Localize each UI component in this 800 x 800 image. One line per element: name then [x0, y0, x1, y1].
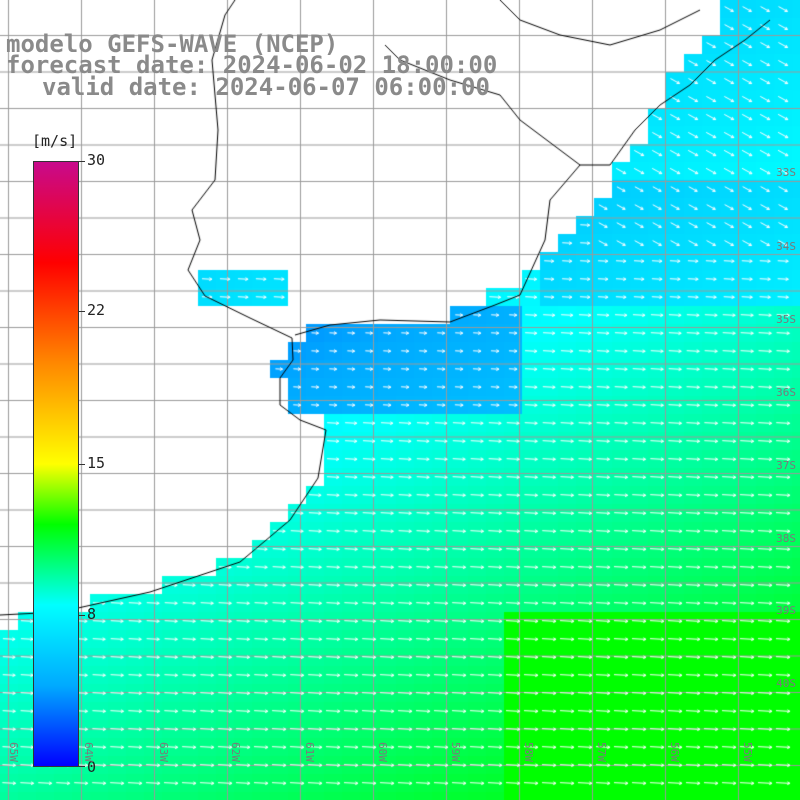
- latitude-label: 38S: [776, 532, 796, 545]
- longitude-label: 56W: [668, 742, 681, 762]
- legend-tick-mark: [79, 161, 85, 162]
- legend-tick-mark: [79, 311, 85, 312]
- longitude-label: 55W: [741, 742, 754, 762]
- legend-tick-mark: [79, 766, 85, 767]
- latitude-label: 36S: [776, 386, 796, 399]
- legend-tick-label: 15: [87, 454, 106, 472]
- valid-date: valid date: 2024-06-07 06:00:00: [42, 73, 490, 101]
- legend-tick-mark: [79, 615, 85, 616]
- legend-tick-label: 0: [87, 758, 97, 776]
- model-title: modelo GEFS-WAVE (NCEP): [6, 30, 339, 58]
- latitude-label: 37S: [776, 459, 796, 472]
- longitude-label: 57W: [595, 742, 608, 762]
- longitude-label: 65W: [7, 742, 20, 762]
- longitude-label: 59W: [449, 742, 462, 762]
- latitude-label: 35S: [776, 313, 796, 326]
- latitude-label: 39S: [776, 604, 796, 617]
- longitude-label: 62W: [229, 742, 242, 762]
- color-scale-bar: [33, 161, 79, 767]
- longitude-label: 61W: [303, 742, 316, 762]
- latitude-label: 33S: [776, 166, 796, 179]
- legend-tick-label: 8: [87, 605, 97, 623]
- legend-unit: [m/s]: [32, 132, 78, 150]
- longitude-label: 64W: [82, 742, 95, 762]
- longitude-label: 58W: [522, 742, 535, 762]
- latitude-label: 40S: [776, 677, 796, 690]
- legend-tick-label: 22: [87, 301, 106, 319]
- legend-tick-mark: [79, 464, 85, 465]
- longitude-label: 60W: [376, 742, 389, 762]
- longitude-label: 63W: [157, 742, 170, 762]
- legend-tick-label: 30: [87, 151, 106, 169]
- forecast-date: forecast date: 2024-06-02 18:00:00: [6, 51, 498, 79]
- latitude-label: 34S: [776, 240, 796, 253]
